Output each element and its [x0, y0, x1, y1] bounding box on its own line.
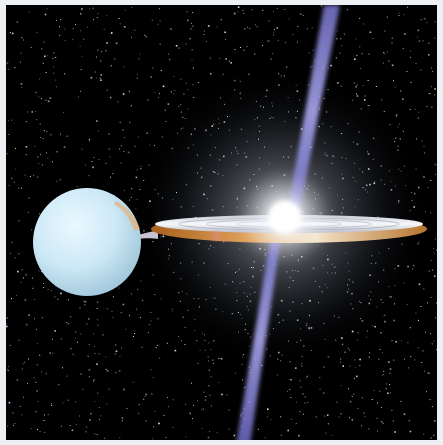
jet-upper	[286, 5, 340, 219]
companion-star	[33, 188, 141, 296]
jet-lower	[236, 230, 282, 440]
scene-svg	[6, 5, 437, 440]
compact-object-core	[269, 201, 301, 233]
hot-spot	[211, 231, 221, 241]
space-scene	[6, 5, 437, 440]
companion-star-rim	[114, 201, 140, 231]
